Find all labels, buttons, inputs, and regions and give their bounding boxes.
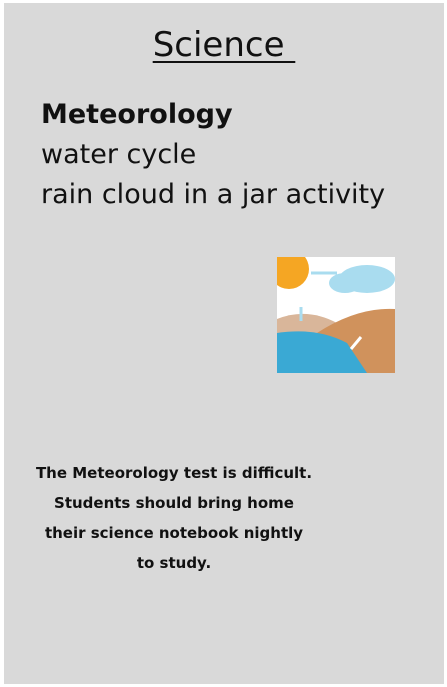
page: Science Meteorology water cycle rain clo… bbox=[0, 0, 447, 687]
topic-line: rain cloud in a jar activity bbox=[41, 175, 385, 215]
card: Science Meteorology water cycle rain clo… bbox=[4, 3, 444, 684]
topic-heading: Meteorology bbox=[41, 95, 385, 135]
note: The Meteorology test is difficult. Stude… bbox=[34, 458, 314, 578]
title: Science bbox=[4, 25, 444, 65]
cloud bbox=[329, 273, 361, 293]
water-cycle-icon bbox=[277, 257, 395, 373]
title-text: Science bbox=[153, 25, 296, 65]
topic: Meteorology water cycle rain cloud in a … bbox=[41, 95, 385, 215]
topic-line: water cycle bbox=[41, 135, 385, 175]
